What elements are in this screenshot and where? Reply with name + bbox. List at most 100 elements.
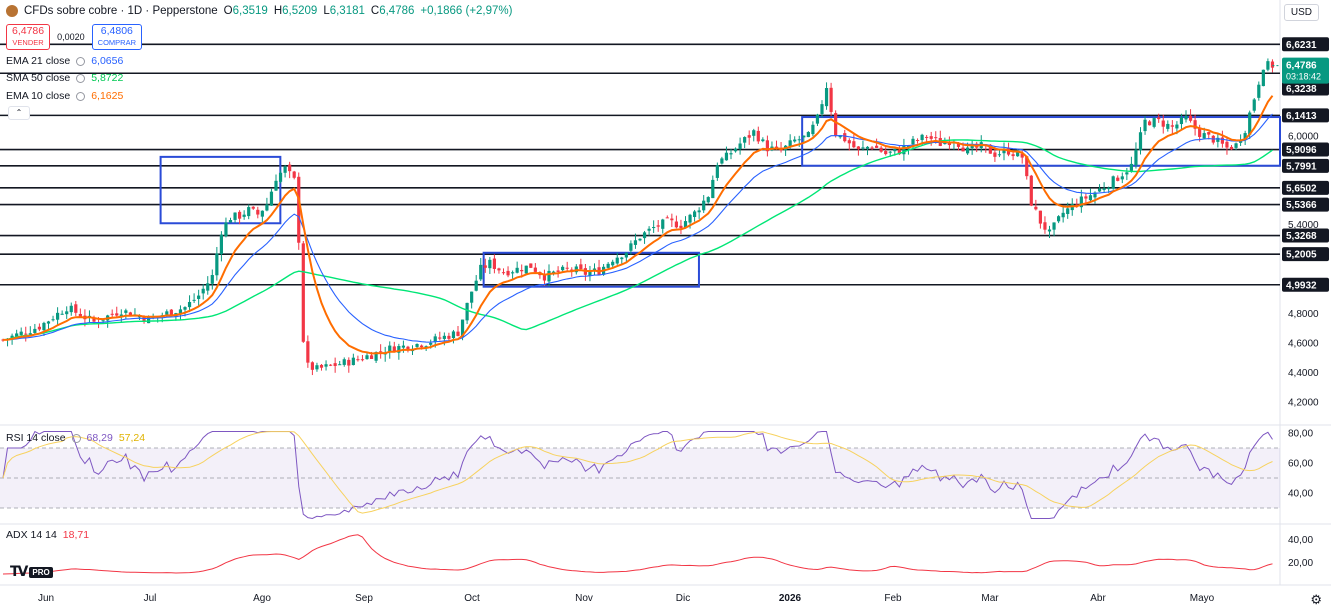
legend-rsi-ma-value: 57,24 <box>118 432 146 444</box>
candle <box>747 135 751 138</box>
candle <box>360 359 365 361</box>
candle <box>1152 118 1156 127</box>
candle <box>551 271 556 274</box>
candle <box>365 355 369 360</box>
candle <box>351 357 355 366</box>
rsi-ma-line <box>2 431 1273 514</box>
legend-sma50[interactable]: SMA 50 close 5,8722 <box>6 72 123 84</box>
level-tag-label: 5,9096 <box>1286 145 1317 156</box>
legend-ema21[interactable]: EMA 21 close 6,0656 <box>6 55 123 67</box>
candle <box>834 113 838 136</box>
candle <box>993 152 997 157</box>
candle <box>633 240 638 245</box>
candle <box>1025 156 1029 177</box>
chevron-up-icon[interactable]: ⌃ <box>8 106 30 120</box>
buy-button[interactable]: 6,4806 COMPRAR <box>91 24 142 50</box>
candle <box>242 214 246 217</box>
legend-adx[interactable]: ADX 14 14 18,71 <box>6 529 89 541</box>
candle <box>433 336 437 343</box>
level-tag-label: 5,3268 <box>1286 231 1317 242</box>
candle <box>1125 172 1129 175</box>
sell-button[interactable]: 6,4786 VENDER <box>6 24 51 50</box>
candle <box>1097 188 1102 192</box>
level-tag <box>1282 37 1329 52</box>
time-axis-label: Abr <box>1090 593 1106 604</box>
tradingview-logo[interactable]: TV PRO <box>10 564 53 580</box>
candle <box>943 142 947 145</box>
candle <box>24 333 28 335</box>
candle <box>733 148 738 152</box>
candle <box>811 124 815 135</box>
candle <box>369 355 374 359</box>
legend-ema10[interactable]: EMA 10 close 6,1625 <box>6 90 123 102</box>
candle <box>752 130 756 136</box>
candle <box>324 364 328 367</box>
level-tag <box>1282 158 1329 173</box>
currency-selector[interactable]: USD <box>1283 4 1319 21</box>
candle <box>1243 133 1247 140</box>
candle <box>838 135 842 138</box>
candle <box>356 359 360 361</box>
indicator-settings-icon[interactable] <box>71 433 81 443</box>
candle <box>656 225 660 227</box>
candle <box>1157 117 1161 120</box>
copper-symbol-icon <box>6 5 18 17</box>
candle <box>683 221 688 228</box>
level-tag <box>1282 180 1329 195</box>
candle <box>1143 119 1147 132</box>
candle <box>1029 175 1033 206</box>
candle <box>169 309 173 316</box>
legend-rsi-label: RSI 14 close <box>6 432 66 444</box>
symbol-title[interactable]: CFDs sobre cobre · 1D · Pepperstone <box>24 5 218 17</box>
candle <box>137 316 142 318</box>
indicator-settings-icon[interactable] <box>76 56 86 66</box>
candle <box>1188 115 1193 121</box>
candle <box>997 154 1002 156</box>
candle <box>679 225 683 229</box>
rsi-tick-label: 40,00 <box>1288 489 1313 500</box>
candle <box>761 139 765 142</box>
candle <box>451 331 456 339</box>
candle <box>74 304 78 313</box>
indicator-settings-icon[interactable] <box>76 91 86 101</box>
level-tag-label: 5,7991 <box>1286 161 1317 172</box>
ohlc-high: H6,5209 <box>273 5 318 17</box>
candle <box>665 217 669 219</box>
level-tag-label: 6,3238 <box>1286 84 1317 95</box>
candle <box>1270 61 1275 68</box>
candle <box>342 359 346 365</box>
range-box <box>159 155 282 225</box>
candle <box>506 270 510 276</box>
candle <box>247 207 251 217</box>
candle <box>397 346 401 353</box>
candle <box>1079 196 1083 208</box>
level-tag-label: 6,6231 <box>1286 40 1317 51</box>
candle <box>1184 115 1188 120</box>
candle <box>183 307 187 310</box>
candle <box>1229 146 1234 150</box>
legend-ema21-label: EMA 21 close <box>6 55 71 67</box>
price-tick-label: 4,2000 <box>1288 397 1319 408</box>
candle <box>615 257 619 264</box>
candle <box>670 218 674 221</box>
candle <box>260 210 264 217</box>
candle <box>319 364 324 368</box>
candle <box>1093 192 1097 198</box>
candle <box>69 305 73 313</box>
candle <box>711 179 715 199</box>
candle <box>1266 61 1270 70</box>
candle <box>1193 120 1197 129</box>
candle <box>401 345 405 348</box>
candle <box>1020 153 1024 158</box>
candle <box>606 263 610 268</box>
candle <box>556 270 560 272</box>
legend-rsi[interactable]: RSI 14 close 68,29 57,24 <box>6 432 145 444</box>
candle <box>1111 176 1115 189</box>
candle <box>1102 188 1106 190</box>
candle <box>1120 176 1124 180</box>
candle <box>1011 154 1015 157</box>
gear-icon[interactable]: ⚙ <box>1310 592 1322 607</box>
indicator-settings-icon[interactable] <box>76 73 86 83</box>
